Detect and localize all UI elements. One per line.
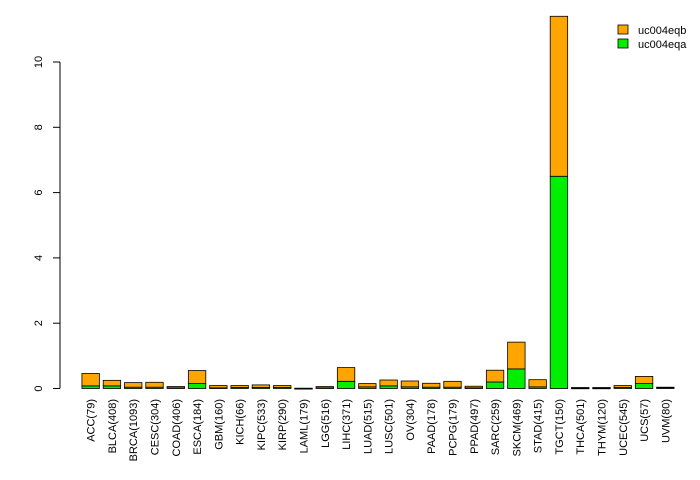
- x-tick-label: STAD(415): [533, 399, 545, 453]
- x-tick-label: COAD(406): [171, 399, 183, 456]
- x-tick-label: UVM(80): [660, 399, 672, 443]
- x-tick-label: LGG(516): [320, 399, 332, 448]
- x-tick-label: LAML(179): [299, 399, 311, 453]
- x-tick-label: KICH(66): [235, 399, 247, 445]
- bar-uc004eqa: [187, 383, 207, 389]
- x-tick-label: CESC(304): [150, 399, 162, 455]
- x-tick-label: UCEC(545): [618, 399, 630, 456]
- bar-uc004eqa: [336, 380, 356, 389]
- bar-uc004eqb: [443, 380, 462, 388]
- bar-uc004eqb: [145, 381, 164, 388]
- bar-uc004eqb: [230, 385, 249, 388]
- x-tick-label: SARC(259): [490, 399, 502, 455]
- y-tick-label: 6: [33, 190, 45, 196]
- legend-label: uc004eqb: [638, 25, 686, 37]
- x-tick-label: THYM(120): [597, 399, 609, 456]
- bar-uc004eqa: [485, 381, 505, 389]
- bar-uc004eqa: [507, 368, 526, 389]
- bar-uc004eqb: [273, 385, 292, 388]
- x-tick-label: GBM(160): [213, 399, 225, 450]
- bar-uc004eqb: [187, 370, 207, 385]
- bar-uc004eqb: [656, 386, 675, 389]
- x-tick-label: TGCT(150): [554, 399, 566, 455]
- bar-uc004eqb: [315, 386, 334, 389]
- x-tick-label: ACC(79): [86, 399, 98, 442]
- legend: uc004eqb uc004eqa: [617, 24, 687, 51]
- x-tick-label: BLCA(408): [107, 399, 119, 453]
- y-tick-label: 2: [33, 320, 45, 326]
- x-tick-label: UCS(57): [639, 399, 651, 442]
- bar-uc004eqb: [507, 341, 526, 370]
- x-tick-label: THCA(501): [575, 399, 587, 455]
- bar-uc004eqb: [166, 386, 185, 389]
- bar-uc004eqa: [634, 383, 654, 389]
- y-tick-label: 10: [33, 56, 45, 68]
- y-tick-label: 8: [33, 124, 45, 130]
- bar-uc004eqb: [209, 385, 228, 389]
- x-tick-label: PCPG(179): [448, 399, 460, 456]
- x-tick-label: LIHC(371): [341, 399, 353, 450]
- bar-uc004eqb: [549, 15, 569, 177]
- x-tick-label: ESCA(184): [192, 399, 204, 455]
- y-axis: 0 2 4 6 8 10: [33, 56, 61, 392]
- bar-uc004eqb: [379, 379, 398, 387]
- bar-uc004eqb: [464, 385, 483, 389]
- legend-swatch: [617, 38, 629, 49]
- x-tick-label: LUAD(515): [362, 399, 374, 454]
- y-tick-label: 4: [33, 255, 45, 261]
- y-tick-label: 0: [33, 385, 45, 391]
- bar-uc004eqb: [400, 380, 420, 388]
- legend-swatch: [617, 24, 629, 35]
- bars: [81, 15, 675, 390]
- bar-uc004eqb: [571, 387, 590, 389]
- x-tick-label: KIRP(290): [277, 399, 289, 450]
- bar-uc004eqb: [634, 376, 654, 385]
- bar-uc004eqb: [613, 385, 632, 388]
- bar-uc004eqb: [485, 369, 505, 383]
- x-tick-label: SKCM(469): [511, 399, 523, 456]
- bar-uc004eqb: [102, 379, 122, 387]
- bar-uc004eqb: [251, 384, 271, 388]
- x-tick-label: PPAD(497): [469, 399, 481, 454]
- bar-uc004eqb: [528, 379, 547, 388]
- bar-uc004eqb: [422, 382, 441, 388]
- x-tick-label: OV(304): [405, 399, 417, 441]
- bar-uc004eqb: [294, 387, 313, 390]
- bar-uc004eqa: [549, 175, 569, 389]
- x-tick-label: PAAD(178): [426, 399, 438, 454]
- bar-uc004eqb: [592, 387, 611, 389]
- x-tick-label: BRCA(1093): [128, 399, 140, 461]
- bar-uc004eqb: [336, 367, 356, 382]
- bar-uc004eqb: [81, 373, 100, 387]
- legend-label: uc004eqa: [638, 39, 687, 51]
- x-tick-label: LUSC(501): [384, 399, 396, 454]
- bar-uc004eqb: [124, 382, 143, 388]
- x-tick-label: KIPC(533): [256, 399, 268, 450]
- bar-uc004eqb: [358, 383, 377, 388]
- x-axis-labels: ACC(79) BLCA(408) BRCA(1093) CESC(304) COAD(…: [86, 399, 673, 461]
